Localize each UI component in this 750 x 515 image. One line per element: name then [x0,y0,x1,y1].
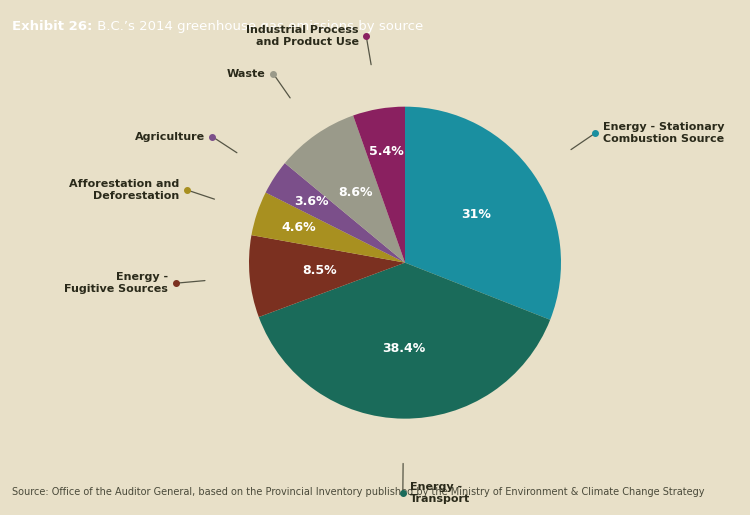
Text: Energy -
Fugitive Sources: Energy - Fugitive Sources [64,272,168,295]
Text: Energy - Stationary
Combustion Source: Energy - Stationary Combustion Source [603,122,724,144]
Text: Afforestation and
Deforestation: Afforestation and Deforestation [69,179,179,201]
Text: 3.6%: 3.6% [294,195,328,208]
Text: 38.4%: 38.4% [382,342,426,355]
Text: Waste: Waste [227,69,266,79]
Wedge shape [249,235,405,317]
Text: Energy -
Transport: Energy - Transport [410,482,470,504]
Text: Agriculture: Agriculture [135,132,205,142]
Text: 4.6%: 4.6% [281,220,316,234]
Wedge shape [259,263,550,419]
Text: 5.4%: 5.4% [369,145,404,159]
Wedge shape [251,193,405,263]
Wedge shape [285,115,405,263]
Text: Source: Office of the Auditor General, based on the Provincial Inventory publish: Source: Office of the Auditor General, b… [12,487,704,497]
Wedge shape [353,107,405,263]
Wedge shape [405,107,561,320]
Wedge shape [266,163,405,263]
Text: 8.6%: 8.6% [339,186,374,199]
Text: B.C.’s 2014 greenhouse gas emissions by source: B.C.’s 2014 greenhouse gas emissions by … [93,20,423,33]
Text: Exhibit 26:: Exhibit 26: [12,20,92,33]
Text: 8.5%: 8.5% [302,264,337,277]
Text: 31%: 31% [461,208,490,221]
Text: Industrial Process
and Product Use: Industrial Process and Product Use [246,25,358,47]
